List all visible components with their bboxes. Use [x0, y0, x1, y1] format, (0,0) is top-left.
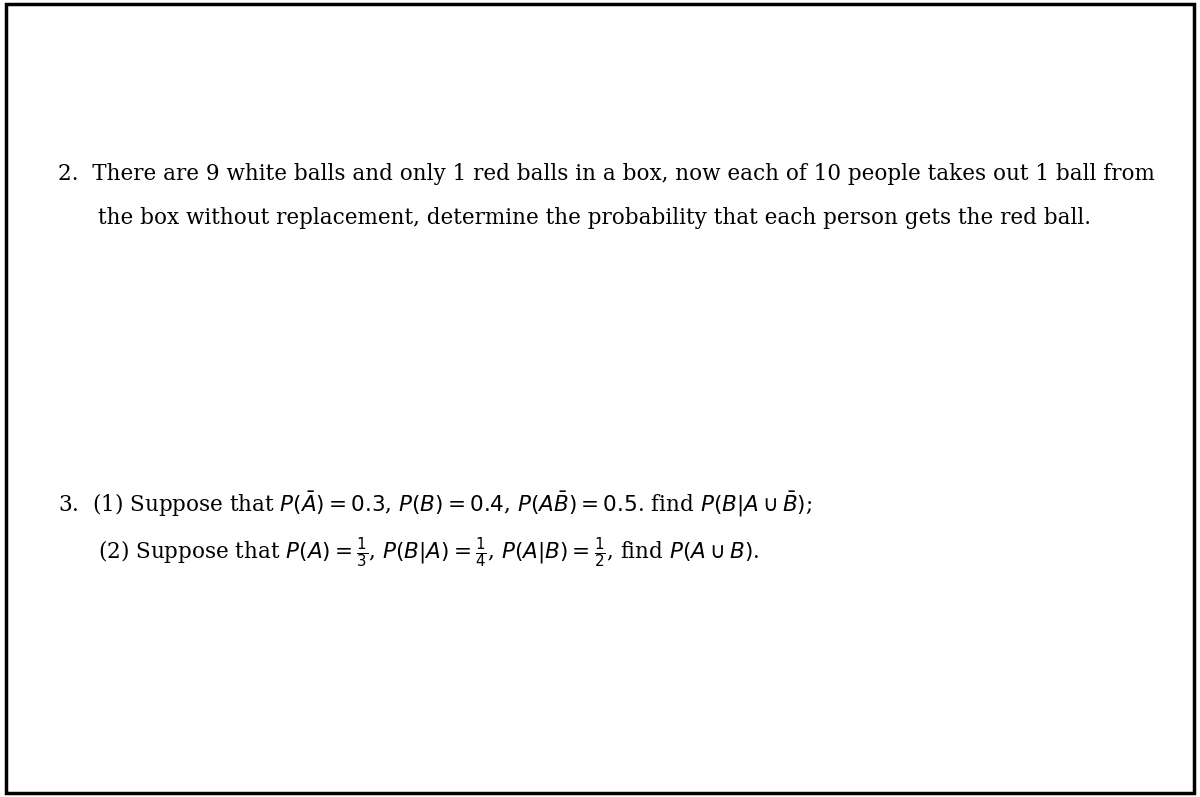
- Text: (2) Suppose that $P(A) = \frac{1}{3}$, $P(B|A) = \frac{1}{4}$, $P(A|B) = \frac{1: (2) Suppose that $P(A) = \frac{1}{3}$, $…: [98, 536, 760, 571]
- Text: 3.  (1) Suppose that $P(\bar{A}) = 0.3$, $P(B) = 0.4$, $P(A\bar{B}) = 0.5$. find: 3. (1) Suppose that $P(\bar{A}) = 0.3$, …: [58, 490, 812, 520]
- Text: 2.  There are 9 white balls and only 1 red balls in a box, now each of 10 people: 2. There are 9 white balls and only 1 re…: [58, 163, 1154, 186]
- Text: the box without replacement, determine the probability that each person gets the: the box without replacement, determine t…: [98, 207, 1092, 230]
